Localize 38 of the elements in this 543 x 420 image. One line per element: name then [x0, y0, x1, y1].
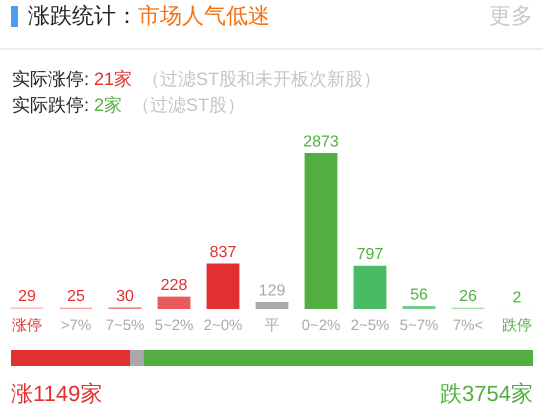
data-label: 25: [67, 288, 85, 306]
text: （过滤ST股）: [132, 95, 246, 115]
text: 21家: [94, 69, 132, 89]
data-label: 29: [18, 288, 36, 305]
data-label: 228: [160, 277, 188, 294]
bar: [402, 306, 436, 309]
text: （过滤ST股和未开板次新股）: [142, 69, 382, 89]
x-tick-label: 2~0%: [204, 317, 242, 334]
x-tick-label: >7%: [60, 317, 92, 334]
x-tick-label: 0~2%: [302, 317, 340, 334]
text: 实际跌停:: [12, 95, 90, 115]
x-tick-label: 平: [264, 317, 280, 334]
x-tick-label: 5~2%: [154, 317, 194, 334]
data-label: 837: [210, 244, 236, 261]
data-label: 30: [116, 288, 134, 305]
x-tick-label: 7%<: [452, 317, 484, 334]
x-tick-label: 2~5%: [350, 317, 390, 334]
bar: [256, 302, 288, 309]
chart-title: 涨跌统计：: [28, 3, 138, 28]
data-label: 56: [410, 286, 428, 304]
bar: [206, 264, 240, 309]
bar: [304, 153, 338, 309]
bar: [158, 296, 190, 309]
x-tick-label: 5~7%: [400, 317, 438, 334]
text: 跌3754家: [440, 381, 533, 406]
data-label: 129: [258, 282, 286, 300]
x-tick-label: 7~5%: [106, 317, 144, 334]
data-label: 2: [512, 289, 522, 306]
text: 涨1149家: [11, 381, 102, 406]
data-label: 797: [356, 246, 384, 264]
data-label: 26: [459, 288, 477, 305]
text: 2家: [94, 95, 122, 115]
chart-subtitle: 市场人气低迷: [138, 3, 270, 28]
text: 实际涨停:: [12, 69, 90, 89]
x-tick-label: 跌停: [502, 317, 532, 334]
bar: [354, 266, 386, 309]
x-tick-label: 涨停: [12, 317, 42, 334]
data-label: 2873: [303, 133, 339, 150]
